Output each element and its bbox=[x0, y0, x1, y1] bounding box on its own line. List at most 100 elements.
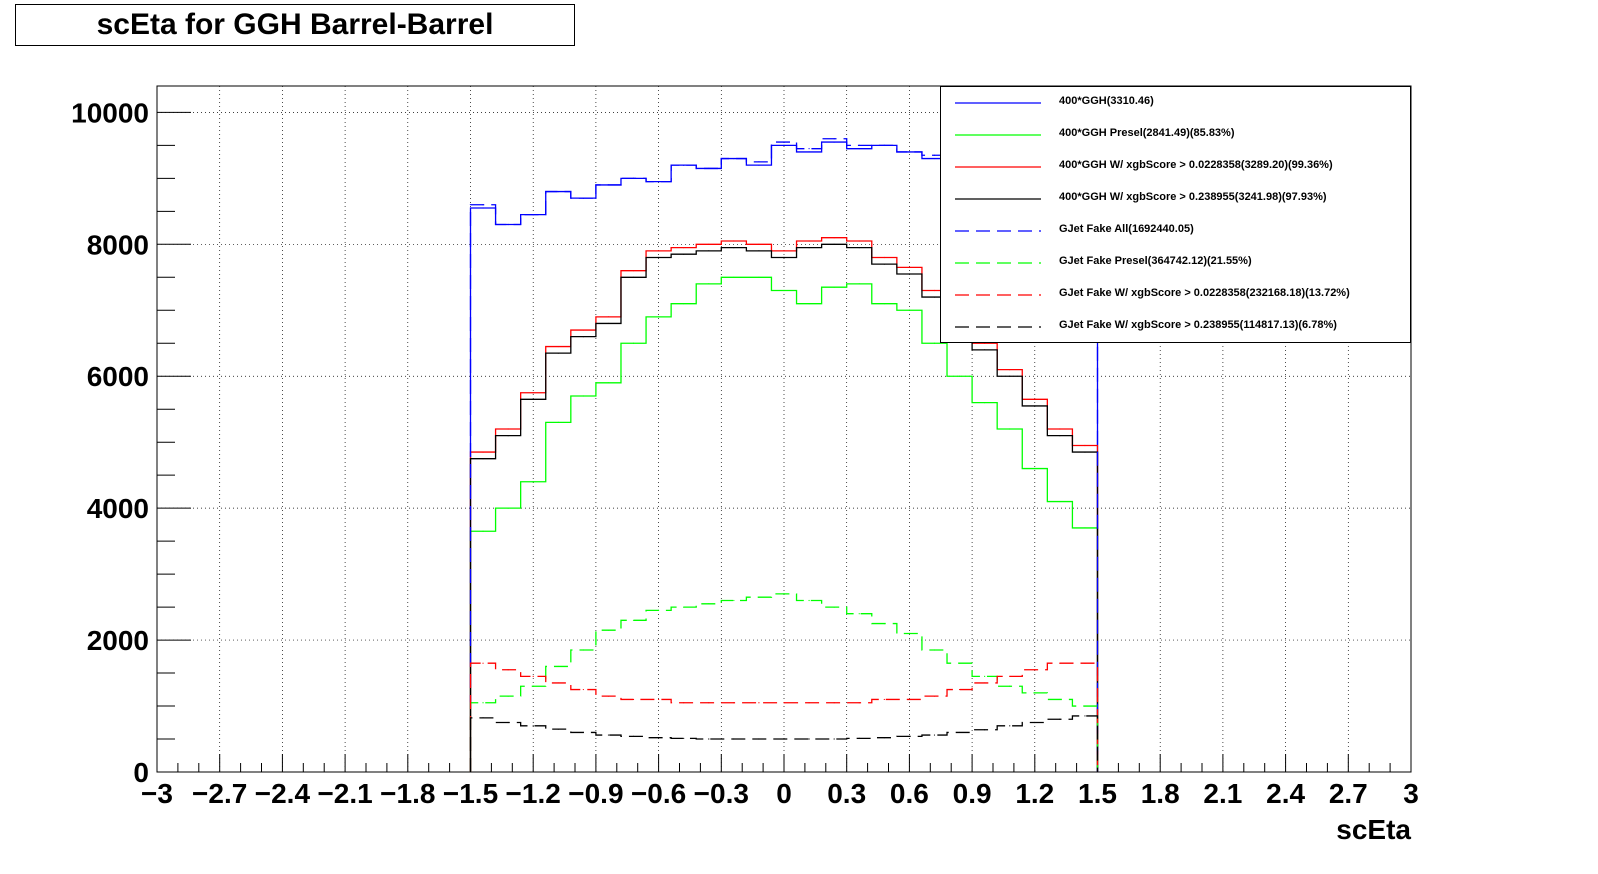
legend-entry: 400*GGH W/ xgbScore > 0.0228358(3289.20)… bbox=[941, 157, 1410, 177]
data-point bbox=[808, 702, 810, 704]
legend-entry: GJet Fake Presel(364742.12)(21.55%) bbox=[941, 253, 1410, 273]
data-point bbox=[758, 161, 760, 163]
data-point bbox=[683, 164, 685, 166]
data-point bbox=[658, 698, 660, 701]
data-point bbox=[708, 167, 710, 170]
y-tick-label: 10000 bbox=[71, 97, 149, 128]
legend-swatch bbox=[955, 230, 1041, 232]
x-tick-label: 0 bbox=[776, 778, 792, 809]
x-tick-label: −2.1 bbox=[317, 778, 372, 809]
y-tick-label: 6000 bbox=[87, 361, 149, 392]
data-point bbox=[908, 273, 911, 275]
legend-entry: 400*GGH(3310.46) bbox=[941, 93, 1410, 113]
x-tick-label: 2.1 bbox=[1203, 778, 1242, 809]
data-point bbox=[1034, 721, 1036, 724]
data-point bbox=[632, 342, 635, 344]
series-line bbox=[469, 715, 1099, 772]
legend-entry: 400*GGH Presel(2841.49)(85.83%) bbox=[941, 125, 1410, 145]
data-point bbox=[607, 382, 610, 384]
data-point bbox=[808, 303, 810, 305]
data-point bbox=[733, 240, 735, 242]
data-point bbox=[808, 151, 810, 153]
data-point bbox=[507, 507, 509, 509]
data-point bbox=[658, 737, 660, 739]
data-point bbox=[708, 603, 710, 605]
data-point bbox=[482, 717, 484, 719]
legend-label: GJet Fake Presel(364742.12)(21.55%) bbox=[1059, 255, 1252, 267]
data-point bbox=[632, 276, 635, 278]
data-point bbox=[808, 148, 810, 150]
data-point bbox=[883, 303, 885, 305]
data-point bbox=[883, 256, 885, 259]
data-point bbox=[557, 352, 559, 354]
data-point bbox=[833, 702, 835, 704]
data-point bbox=[507, 223, 509, 226]
legend-swatch bbox=[955, 166, 1041, 168]
data-point bbox=[858, 737, 860, 739]
data-point bbox=[933, 289, 936, 292]
data-point bbox=[908, 151, 911, 153]
data-point bbox=[808, 247, 810, 249]
data-point bbox=[858, 148, 860, 150]
data-point bbox=[733, 276, 735, 278]
data-point bbox=[607, 322, 610, 325]
data-point bbox=[908, 632, 911, 635]
data-point bbox=[1084, 715, 1086, 717]
data-point bbox=[833, 138, 835, 140]
data-point bbox=[1084, 444, 1086, 447]
data-point bbox=[808, 738, 810, 740]
data-point bbox=[958, 375, 961, 377]
data-point bbox=[783, 141, 785, 143]
data-point bbox=[758, 164, 760, 166]
data-point bbox=[1034, 405, 1036, 407]
data-point bbox=[482, 530, 484, 532]
legend-swatch bbox=[955, 102, 1041, 104]
data-point bbox=[833, 286, 835, 288]
data-point bbox=[984, 675, 986, 677]
data-point bbox=[1059, 500, 1061, 503]
data-point bbox=[683, 702, 685, 704]
x-tick-label: 2.7 bbox=[1329, 778, 1368, 809]
data-point bbox=[582, 731, 584, 734]
data-point bbox=[1009, 369, 1011, 371]
legend-label: 400*GGH W/ xgbScore > 0.238955(3241.98)(… bbox=[1059, 191, 1327, 203]
data-point bbox=[708, 250, 710, 252]
data-point bbox=[1084, 705, 1086, 707]
x-tick-label: −1.5 bbox=[443, 778, 498, 809]
data-point bbox=[683, 253, 685, 255]
data-point bbox=[1059, 698, 1061, 701]
data-point bbox=[507, 669, 509, 671]
data-point bbox=[783, 593, 785, 595]
data-point bbox=[658, 250, 660, 252]
data-point bbox=[933, 296, 936, 298]
data-point bbox=[632, 698, 635, 701]
data-point bbox=[908, 698, 911, 701]
data-point bbox=[883, 263, 885, 265]
data-point bbox=[482, 207, 484, 209]
legend-label: 400*GGH Presel(2841.49)(85.83%) bbox=[1059, 127, 1235, 139]
data-point bbox=[683, 247, 685, 249]
data-point bbox=[984, 402, 986, 404]
data-point bbox=[1034, 669, 1036, 671]
data-point bbox=[1009, 428, 1011, 430]
data-point bbox=[507, 434, 509, 437]
legend-label: GJet Fake W/ xgbScore > 0.0228358(232168… bbox=[1059, 287, 1350, 299]
data-point bbox=[658, 609, 660, 611]
legend-entry: 400*GGH W/ xgbScore > 0.238955(3241.98)(… bbox=[941, 189, 1410, 209]
data-point bbox=[557, 682, 559, 684]
data-point bbox=[658, 256, 660, 259]
data-point bbox=[607, 184, 610, 186]
x-tick-label: 1.5 bbox=[1078, 778, 1117, 809]
data-point bbox=[683, 737, 685, 739]
series-line bbox=[469, 276, 1099, 772]
data-point bbox=[833, 243, 835, 245]
data-point bbox=[1009, 675, 1011, 677]
data-point bbox=[833, 141, 835, 143]
data-point bbox=[783, 256, 785, 259]
data-point bbox=[908, 266, 911, 268]
data-point bbox=[1059, 428, 1061, 430]
data-point bbox=[858, 247, 860, 249]
data-point bbox=[708, 283, 710, 285]
data-point bbox=[933, 157, 936, 160]
